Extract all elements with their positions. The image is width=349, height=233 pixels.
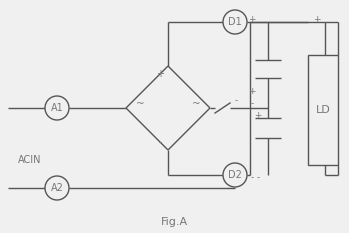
Circle shape [45, 96, 69, 120]
Text: ACIN: ACIN [18, 155, 42, 165]
Text: +: + [248, 88, 256, 96]
Text: -: - [158, 137, 162, 147]
Text: +: + [156, 69, 164, 79]
Text: A1: A1 [51, 103, 64, 113]
Text: ~: ~ [136, 99, 144, 109]
Circle shape [223, 163, 247, 187]
Text: -: - [257, 174, 260, 182]
Text: +: + [313, 14, 321, 24]
Text: -: - [235, 96, 238, 106]
Text: D2: D2 [228, 170, 242, 180]
Text: Fig.A: Fig.A [161, 217, 187, 227]
Bar [308, 55, 338, 165]
Circle shape [45, 176, 69, 200]
Text: +: + [248, 14, 256, 24]
Text: -: - [250, 174, 254, 182]
Text: ~: ~ [192, 99, 200, 109]
Text: LD: LD [315, 105, 331, 115]
Circle shape [223, 10, 247, 34]
Text: A2: A2 [51, 183, 64, 193]
Text: D1: D1 [228, 17, 242, 27]
Text: -: - [250, 99, 254, 109]
Text: +: + [254, 110, 262, 120]
